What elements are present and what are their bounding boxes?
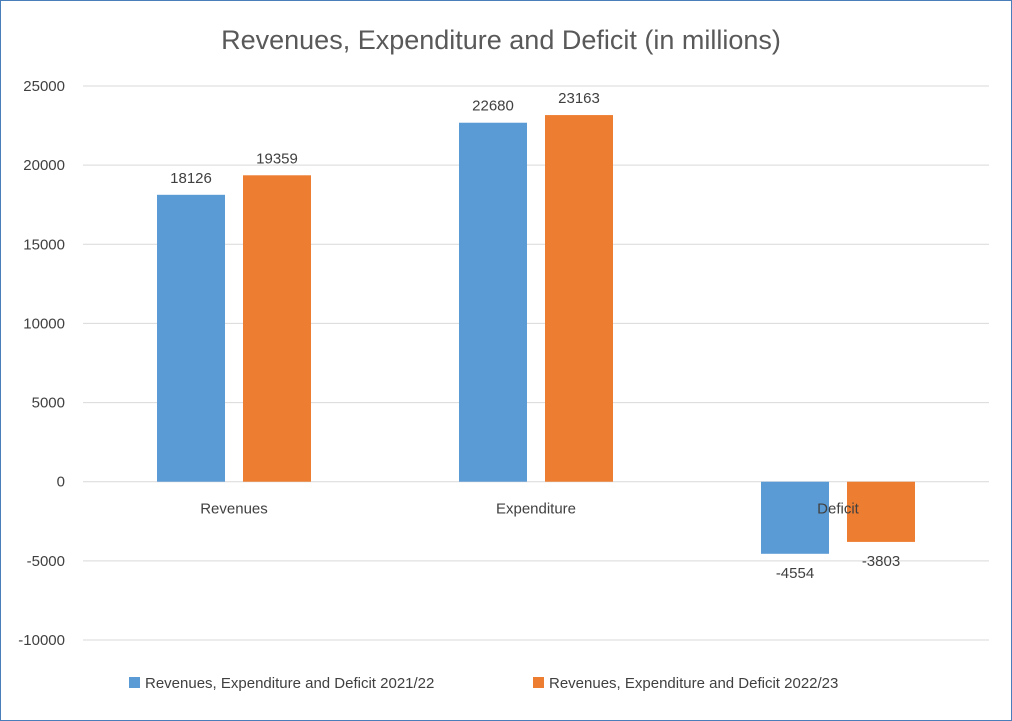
- data-label: 18126: [170, 170, 212, 187]
- y-tick-label: -10000: [18, 632, 65, 649]
- data-label: -4554: [776, 565, 814, 582]
- bars: [157, 115, 915, 554]
- legend-swatch: [533, 677, 544, 688]
- bar: [459, 122, 527, 482]
- category-label: Revenues: [200, 501, 268, 518]
- category-label: Deficit: [817, 501, 860, 518]
- bar: [243, 175, 311, 482]
- y-tick-label: -5000: [27, 553, 65, 570]
- bar: [545, 115, 613, 482]
- data-label: -3803: [862, 553, 900, 570]
- legend-label: Revenues, Expenditure and Deficit 2021/2…: [145, 675, 434, 692]
- y-tick-label: 5000: [32, 395, 65, 412]
- category-label: Expenditure: [496, 501, 576, 518]
- chart-title: Revenues, Expenditure and Deficit (in mi…: [221, 25, 781, 55]
- data-label: 19359: [256, 150, 298, 167]
- legend-swatch: [129, 677, 140, 688]
- data-label: 23163: [558, 90, 600, 107]
- bar: [157, 194, 225, 482]
- gridlines: [83, 85, 989, 641]
- y-tick-label: 15000: [23, 236, 65, 253]
- data-labels: 18126 22680 -4554 19359 23163 -3803: [170, 90, 900, 582]
- y-tick-label: 10000: [23, 315, 65, 332]
- bar: [761, 481, 829, 554]
- category-labels: Revenues Expenditure Deficit: [200, 501, 859, 518]
- bar: [847, 481, 915, 542]
- y-axis-tick-labels: 25000 20000 15000 10000 5000 0 -5000 -10000: [18, 78, 65, 649]
- y-tick-label: 0: [57, 474, 65, 491]
- legend-label: Revenues, Expenditure and Deficit 2022/2…: [549, 675, 838, 692]
- y-tick-label: 20000: [23, 157, 65, 174]
- legend: Revenues, Expenditure and Deficit 2021/2…: [129, 675, 838, 692]
- y-tick-label: 25000: [23, 78, 65, 95]
- data-label: 22680: [472, 98, 514, 115]
